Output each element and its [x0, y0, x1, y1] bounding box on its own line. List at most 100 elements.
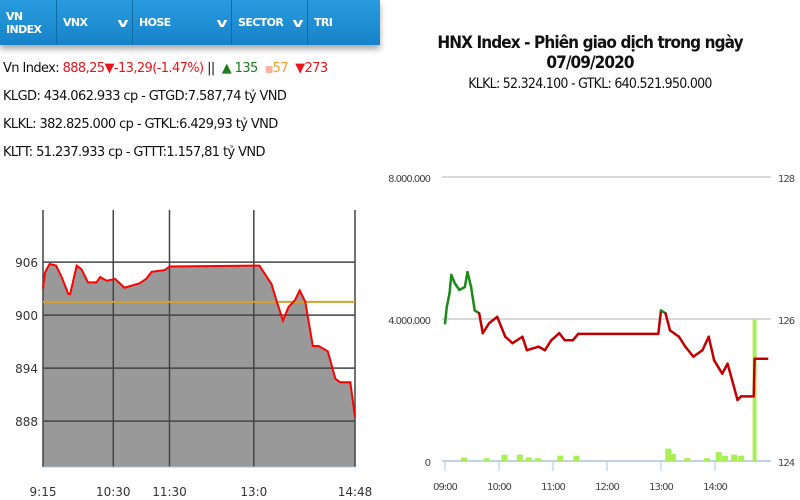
index-line-segment — [692, 348, 704, 358]
down-arrow-icon: ▼ — [295, 61, 305, 76]
tab-vnx[interactable]: VNX v — [57, 0, 133, 45]
index-line-segment — [495, 315, 507, 338]
index-change: -13,29(-1.47%) — [113, 61, 204, 76]
volume-bar — [557, 455, 564, 461]
index-line-segment — [445, 292, 451, 309]
volume-bar — [501, 454, 508, 461]
right-y-tick-label: 124 — [778, 458, 795, 469]
separator: || — [207, 61, 215, 76]
volume-bar — [684, 458, 691, 461]
index-line-segment — [511, 335, 524, 345]
vnindex-chart: 906 900 894 888 9:15 10:30 11:30 13:0 14:48 — [15, 210, 373, 499]
x-tick-label: 10:30 — [96, 485, 131, 499]
index-line-segment — [684, 345, 695, 358]
index-line-segment — [712, 358, 724, 375]
volume-bar — [731, 454, 737, 461]
hnx-chart-subtitle: KLKL: 52.324.100 - GTKL: 640.521.950.000 — [468, 76, 712, 92]
volume-bar — [665, 448, 672, 461]
index-line-segment — [657, 309, 663, 336]
tab-label: VN INDEX — [6, 9, 42, 36]
volume-bar — [516, 454, 523, 461]
klkl-text: KLKL: 382.825.000 cp - GTKL:6.429,93 tỷ … — [3, 117, 278, 132]
kltt-text: KLTT: 51.237.933 cp - GTTT:1.157,81 tỷ V… — [3, 145, 266, 160]
index-line-segment — [450, 273, 457, 285]
area-fill — [43, 263, 355, 467]
index-line-segment — [453, 282, 461, 292]
declines-count: 273 — [304, 61, 329, 76]
x-tick-label: 13:00 — [649, 482, 673, 493]
klgd-text: KLGD: 434.062.933 cp - GTGD:7.587,74 tỷ … — [3, 89, 287, 104]
square-icon: ■ — [264, 65, 273, 75]
index-line-segment — [521, 335, 529, 352]
index-line-segment — [677, 335, 687, 348]
index-line-segment — [543, 339, 553, 352]
index-line-segment — [558, 331, 566, 342]
index-line-segment — [571, 332, 580, 342]
volume-bar — [483, 458, 490, 461]
x-tick-label: 9:15 — [30, 485, 57, 499]
volume-bar — [573, 455, 580, 461]
volume-bar — [525, 457, 532, 461]
tab-vn-index[interactable]: VN INDEX — [0, 0, 57, 45]
x-tick-label: 14:48 — [338, 485, 373, 499]
x-tick-label: 10:00 — [487, 482, 511, 493]
y-tick-label: 888 — [15, 415, 38, 429]
left-y-tick-label: 0 — [425, 458, 431, 469]
left-y-tick-label: 4.000.000 — [388, 316, 431, 327]
index-value: 888,25 — [62, 61, 105, 76]
index-line-segment — [668, 329, 681, 338]
index-line-segment — [443, 305, 449, 325]
x-tick-label: 12:00 — [595, 482, 619, 493]
tab-label: VNX — [63, 16, 88, 29]
tab-label: TRI — [314, 16, 333, 29]
volume-bar — [534, 458, 541, 461]
chevron-down-icon: v — [117, 15, 128, 30]
index-line-segment — [752, 357, 756, 398]
index-line-segment — [701, 335, 710, 352]
index-line-segment — [525, 345, 540, 352]
up-arrow-icon: ▲ — [221, 61, 232, 76]
x-tick-label: 13:0 — [240, 485, 267, 499]
right-y-tick-label: 128 — [778, 174, 795, 185]
index-line-segment — [720, 362, 729, 375]
tab-tri[interactable]: TRI — [308, 0, 380, 45]
index-line-segment — [549, 331, 561, 342]
y-tick-label: 900 — [15, 309, 38, 323]
down-arrow-icon: ▼ — [104, 61, 114, 76]
index-line-segment — [726, 362, 734, 382]
left-y-tick-label: 8.000.000 — [388, 174, 431, 185]
tab-hose[interactable]: HOSE v — [133, 0, 232, 45]
index-line-segment — [448, 273, 453, 295]
hnx-chart-title: HNX Index - Phiên giao dịch trong ngày 0… — [437, 33, 743, 73]
volume-bar — [704, 458, 710, 461]
index-summary: Vn Index: 888,25▼-13,29(-1.47%) || ▲ 135… — [3, 61, 328, 76]
tab-sector[interactable]: SECTOR v — [232, 0, 308, 45]
right-y-tick-label: 126 — [778, 316, 795, 327]
advances-count: 135 — [234, 61, 259, 76]
index-line-segment — [707, 335, 716, 362]
hnx-chart: 8.000.000 128 4.000.000 126 0 124 09:00 10:00 11… — [388, 174, 796, 493]
volume-bar — [715, 452, 722, 461]
index-line-segment — [477, 312, 485, 335]
unchanged-count: 57 — [272, 61, 289, 76]
index-label: Vn Index: — [3, 61, 60, 76]
index-line-segment — [664, 312, 672, 332]
tab-label: SECTOR — [238, 16, 284, 29]
volume-bar — [722, 455, 728, 461]
index-line-segment — [466, 270, 473, 289]
x-tick-label: 14:00 — [703, 482, 727, 493]
index-line-segment — [730, 378, 739, 402]
volume-bar — [461, 457, 467, 461]
y-tick-label: 906 — [15, 256, 38, 270]
index-line-segment — [504, 335, 514, 345]
y-tick-label: 894 — [15, 362, 38, 376]
chevron-down-icon: v — [216, 15, 227, 30]
index-line-segment — [469, 285, 476, 312]
index-line-segment — [481, 322, 491, 335]
x-tick-label: 11:00 — [541, 482, 565, 493]
x-tick-label: 11:30 — [152, 485, 187, 499]
chevron-down-icon: v — [292, 15, 303, 30]
tab-label: HOSE — [139, 16, 171, 29]
market-tab-bar: VN INDEX VNX v HOSE v SECTOR v TRI — [0, 0, 380, 45]
index-line-segment — [487, 315, 499, 325]
